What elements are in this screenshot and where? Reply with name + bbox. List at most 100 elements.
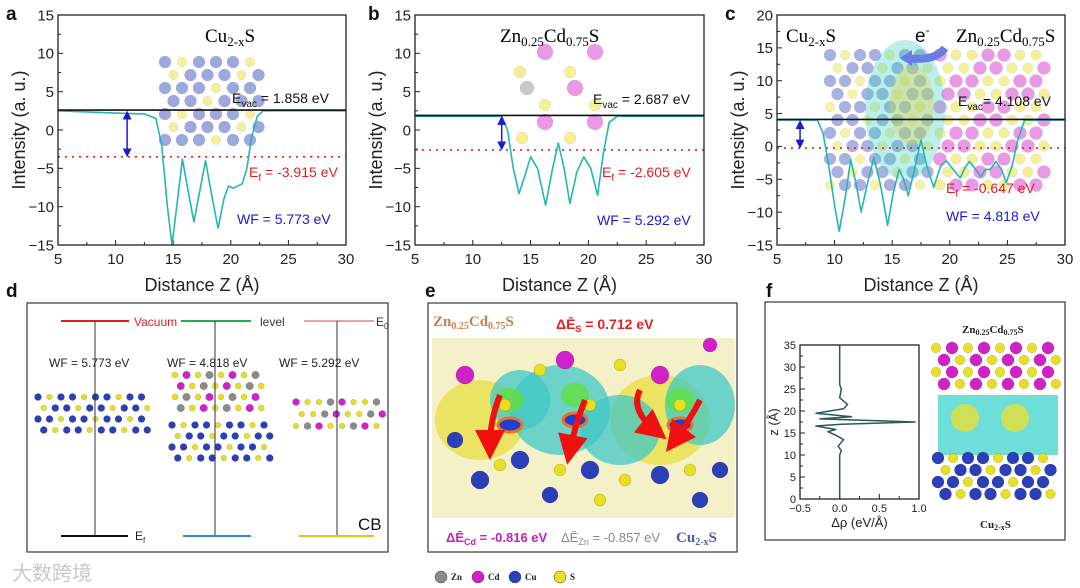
- y-tick-label: 5: [403, 84, 411, 101]
- electron-transfer-arrowhead-icon: [900, 50, 912, 66]
- plot-frame: [776, 14, 1066, 246]
- y-tick-label: 5: [790, 472, 796, 484]
- s-atom: [899, 75, 911, 87]
- crystal-insets: [158, 40, 1051, 192]
- s-atom: [188, 404, 196, 412]
- panel-a-evac-label: Evac = 1.858 eV: [232, 90, 330, 110]
- panel-d-frame: [26, 302, 389, 553]
- panel-b-title: Zn0.25Cd0.75S: [500, 26, 599, 49]
- s-atom: [174, 432, 181, 440]
- cd-atom: [378, 410, 386, 418]
- s-atom: [243, 432, 250, 440]
- cu-atom: [254, 432, 262, 440]
- s-atom: [962, 366, 974, 378]
- s-atom: [1026, 342, 1038, 354]
- cu-atom: [446, 431, 464, 449]
- cu-atom: [63, 404, 71, 412]
- data-curve-potential: [415, 115, 704, 206]
- cu-atom: [1044, 463, 1057, 477]
- cu-atom: [132, 426, 140, 434]
- cu-atom: [202, 421, 211, 429]
- cu-atom: [691, 491, 709, 509]
- s-atom: [46, 393, 53, 401]
- cu-atom: [876, 87, 889, 101]
- panel-letter-a: a: [6, 4, 17, 25]
- cd-atom: [949, 74, 963, 88]
- x-tick-label: 5: [54, 251, 62, 268]
- cu-atom: [906, 87, 919, 101]
- cu-atom: [976, 475, 990, 489]
- cu-atom: [226, 107, 240, 121]
- cd-atom: [650, 365, 670, 385]
- cd-atom: [361, 422, 369, 430]
- y-tick-label: 0: [46, 122, 54, 139]
- y-tick-label: −10: [29, 199, 54, 216]
- cd-atom: [251, 392, 260, 402]
- zn-atom: [303, 422, 312, 430]
- s-atom: [832, 62, 843, 74]
- cu-atom: [179, 443, 188, 451]
- cd-atom: [937, 377, 951, 391]
- cu-atom: [167, 94, 180, 108]
- s-atom: [899, 153, 911, 165]
- cu-atom: [103, 415, 111, 423]
- plot-frame: [57, 14, 347, 246]
- s-atom: [992, 452, 1004, 464]
- cu-atom: [846, 139, 859, 153]
- zn-atom: [251, 370, 260, 380]
- x-tick-label: 15: [522, 251, 539, 268]
- cu-atom: [191, 421, 199, 429]
- cd-atom: [981, 48, 995, 62]
- y-axis-title: z (Å): [766, 408, 781, 435]
- cu-atom: [158, 107, 172, 121]
- s-atom: [1018, 354, 1030, 366]
- s-atom: [109, 404, 116, 412]
- zn-atom: [205, 370, 214, 380]
- s-atom: [922, 62, 933, 74]
- element-legend: Zn Cd Cu S: [434, 570, 575, 584]
- s-atom: [962, 476, 974, 488]
- cd-atom: [182, 370, 191, 380]
- panel-letter-d: d: [6, 281, 18, 302]
- cd-atom: [945, 365, 959, 379]
- x-tick-label: 25: [280, 251, 297, 268]
- cd-atom: [969, 377, 983, 391]
- s-atom: [210, 82, 222, 94]
- x-tick-label: 20: [941, 251, 958, 268]
- cu-atom: [231, 454, 239, 462]
- s-atom: [1030, 101, 1042, 113]
- s-atom: [982, 127, 994, 139]
- cu-atom: [861, 61, 874, 75]
- s-atom: [990, 140, 1002, 152]
- s-atom: [914, 179, 926, 191]
- x-tick-label: 5: [773, 251, 781, 268]
- cu-atom: [231, 432, 239, 440]
- s-atom: [144, 404, 151, 412]
- y-tick-label: 10: [784, 450, 796, 462]
- cu-atom: [185, 432, 193, 440]
- cd-atom: [586, 113, 604, 131]
- cu-atom: [868, 126, 882, 140]
- cu-atom: [823, 152, 837, 166]
- legend-cd-icon: [471, 570, 485, 584]
- y-tick-label: 15: [37, 7, 54, 24]
- cu-atom: [68, 393, 77, 401]
- data-curve-potential: [777, 119, 1065, 232]
- cu-atom: [853, 48, 867, 62]
- s-atom: [985, 464, 996, 476]
- cu-atom: [158, 55, 172, 69]
- cu-atom: [650, 465, 670, 485]
- y-tick-label: −15: [29, 237, 54, 254]
- s-atom: [563, 65, 577, 79]
- panel-e-zncds-label: Zn0.25Cd0.75S: [433, 314, 514, 332]
- cu-atom: [120, 404, 128, 412]
- cd-atom: [1021, 87, 1035, 101]
- cu-atom: [891, 61, 904, 75]
- s-atom: [75, 404, 82, 412]
- cu-atom: [861, 139, 874, 153]
- s-atom: [839, 49, 851, 61]
- x-tick-label: 20: [222, 251, 239, 268]
- s-atom: [1045, 488, 1056, 500]
- zn-atom: [519, 80, 535, 96]
- cu-atom: [237, 443, 245, 451]
